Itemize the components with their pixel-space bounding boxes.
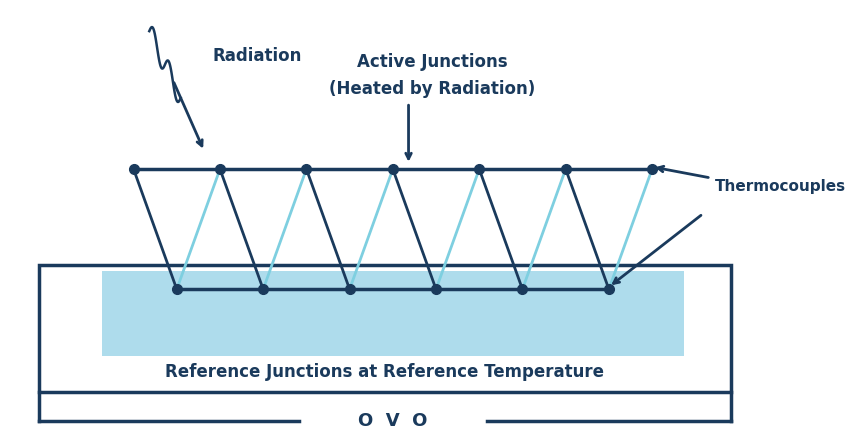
Text: Active Junctions: Active Junctions	[357, 53, 507, 71]
Text: Reference Junctions at Reference Temperature: Reference Junctions at Reference Tempera…	[165, 363, 604, 380]
Text: O  V  O: O V O	[358, 412, 428, 429]
Text: (Heated by Radiation): (Heated by Radiation)	[329, 80, 536, 98]
Text: Thermocouples: Thermocouples	[715, 179, 846, 194]
Text: Radiation: Radiation	[213, 47, 302, 65]
FancyBboxPatch shape	[102, 271, 684, 356]
FancyBboxPatch shape	[39, 265, 731, 392]
